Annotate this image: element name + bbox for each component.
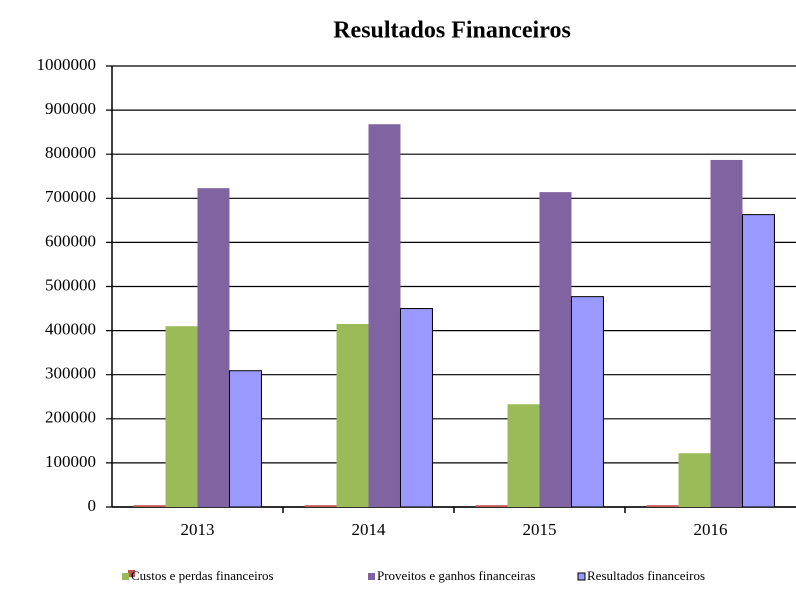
legend-swatch (128, 570, 135, 577)
bar (165, 326, 198, 507)
bar (741, 214, 775, 508)
y-tick-label: 200000 (45, 408, 96, 427)
legend-swatch (368, 573, 375, 580)
bar (399, 308, 433, 508)
x-tick-label: 2014 (352, 520, 387, 539)
x-tick-label: 2015 (523, 520, 557, 539)
bar (228, 370, 262, 508)
legend-label: Proveitos e ganhos financeiras (377, 568, 535, 583)
bar (475, 505, 508, 507)
y-tick-label: 1000000 (37, 55, 97, 74)
y-tick-label: 500000 (45, 275, 96, 294)
x-tick-label: 2016 (694, 520, 728, 539)
legend-label: Resultados financeiros (587, 568, 705, 583)
y-tick-label: 600000 (45, 231, 96, 250)
y-tick-label: 700000 (45, 187, 96, 206)
y-tick-label: 800000 (45, 143, 96, 162)
bar (646, 505, 679, 507)
bar (368, 124, 401, 507)
y-tick-label: 300000 (45, 364, 96, 383)
bar (507, 404, 540, 507)
y-tick-label: 0 (88, 496, 97, 515)
y-tick-label: 100000 (45, 452, 96, 471)
bar (133, 505, 166, 507)
bar (304, 505, 337, 507)
bar (539, 192, 572, 507)
bar (197, 188, 230, 508)
chart-title: Resultados Financeiros (333, 18, 571, 44)
y-tick-label: 400000 (45, 320, 96, 339)
legend-swatch (122, 573, 129, 580)
legend-swatch (577, 572, 586, 581)
y-tick-label: 900000 (45, 99, 96, 118)
legend-label: Custos e perdas financeiros (131, 568, 274, 583)
bar (336, 323, 369, 507)
bar (570, 296, 604, 508)
bar (710, 159, 743, 508)
x-tick-label: 2013 (181, 520, 215, 539)
bar (678, 453, 711, 507)
